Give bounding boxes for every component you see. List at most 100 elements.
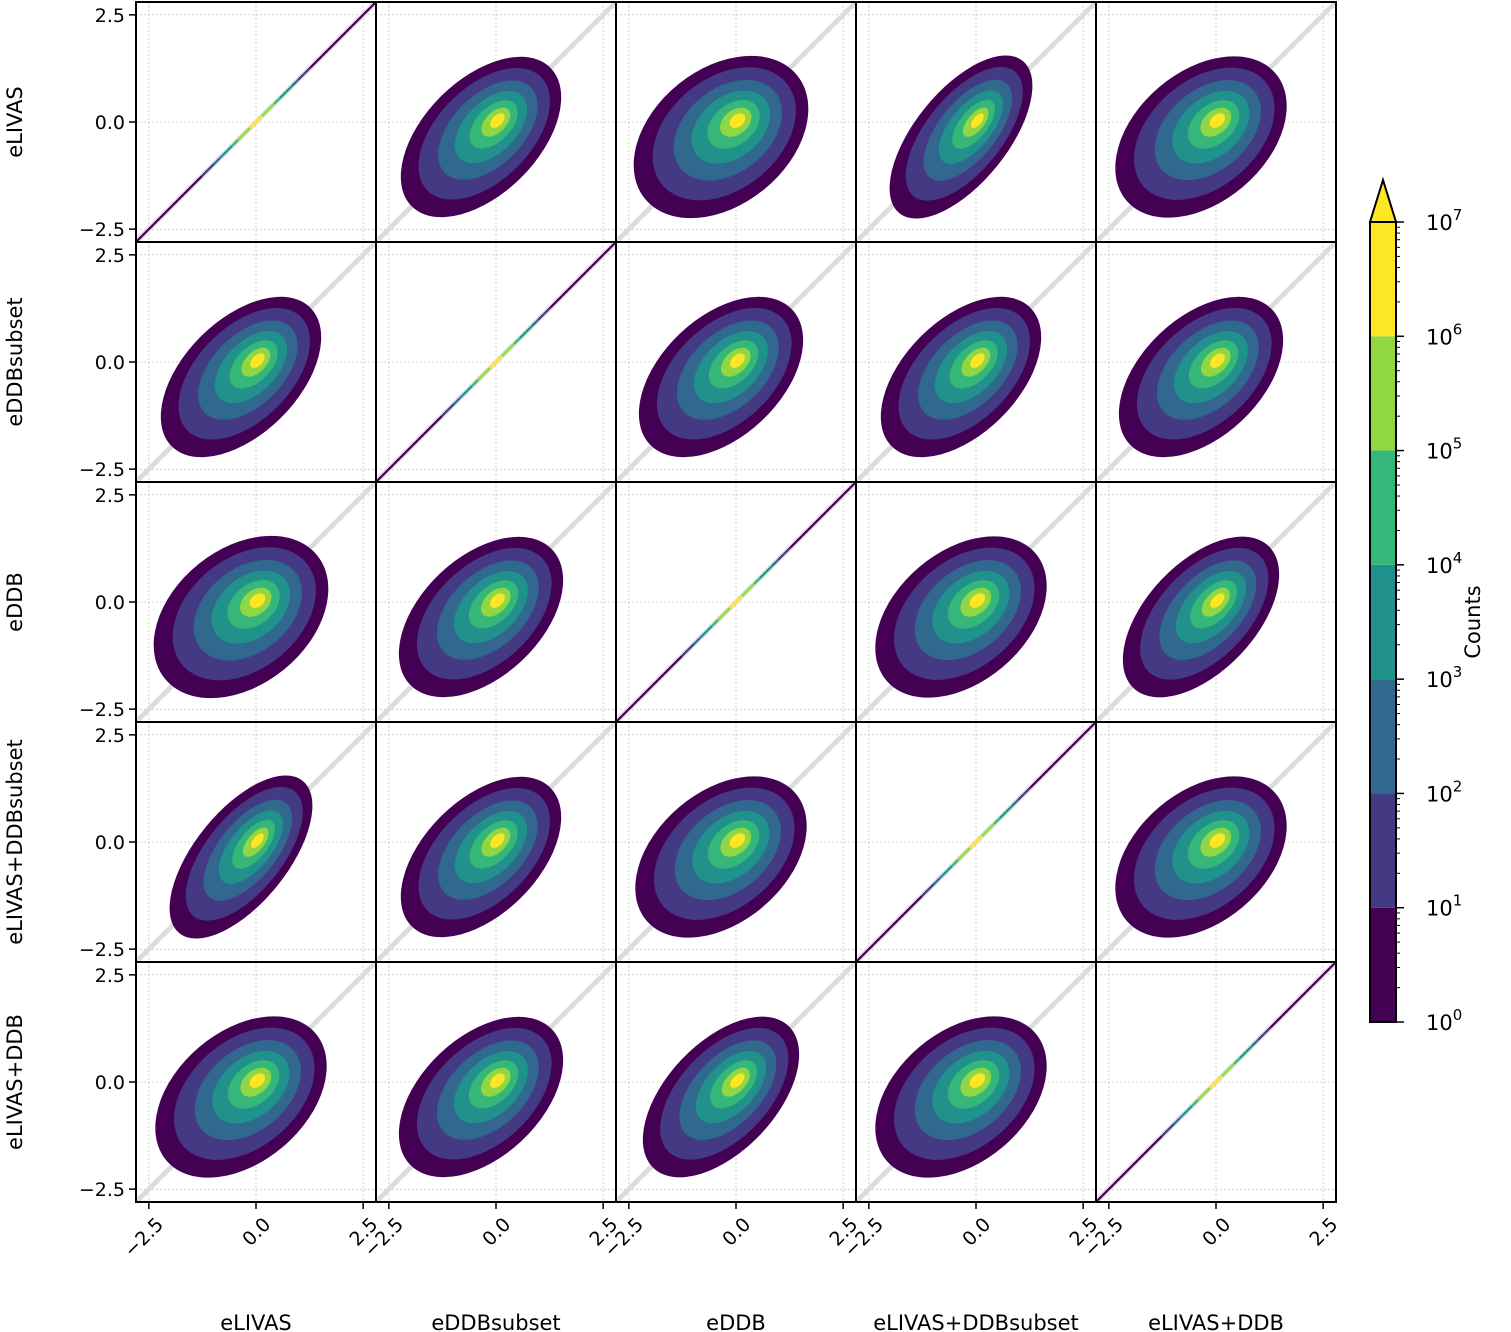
diagonal-density-segment — [801, 529, 809, 537]
panel-4-0 — [135, 961, 377, 1203]
panel-4-1 — [375, 961, 617, 1203]
diagonal-density-segment — [1203, 1087, 1211, 1095]
colorbar-tick-label: 105 — [1426, 435, 1462, 464]
colorbar-tick-label: 104 — [1426, 549, 1462, 578]
colorbar-extend-arrow — [1368, 176, 1398, 223]
density-level-6 — [250, 353, 265, 368]
panel-1-4 — [1095, 241, 1337, 483]
y-tick-label: −2.5 — [79, 1179, 125, 1201]
diagonal-density-segment — [171, 199, 179, 207]
diagonal-density-segment — [957, 853, 965, 861]
diagonal-density-segment — [933, 877, 941, 885]
diagonal-density-segment — [1005, 805, 1013, 813]
panel-4-2 — [615, 961, 857, 1203]
colorbar-segment — [1370, 793, 1396, 908]
diagonal-density-segment — [1293, 997, 1301, 1005]
diagonal-density-segment — [771, 559, 779, 567]
y-tick-label: −2.5 — [79, 459, 125, 481]
panel-1-3 — [855, 241, 1097, 483]
row-label-0: eLIVAS — [3, 86, 27, 158]
diagonal-density-segment — [873, 937, 881, 945]
diagonal-density-segment — [447, 403, 455, 411]
diagonal-density-segment — [231, 139, 239, 147]
diagonal-density-segment — [1311, 979, 1319, 987]
diagonal-density-segment — [975, 835, 983, 843]
diagonal-density-segment — [495, 355, 503, 363]
column-label-3: eLIVAS+DDBsubset — [873, 1311, 1079, 1332]
diagonal-density-segment — [1029, 781, 1037, 789]
diagonal-density-segment — [741, 589, 749, 597]
diagonal-density-segment — [693, 637, 701, 645]
diagonal-density-segment — [981, 829, 989, 837]
diagonal-density-segment — [1239, 1051, 1247, 1059]
density-level-6 — [729, 353, 745, 368]
diagonal-density-segment — [717, 613, 725, 621]
diagonal-density-segment — [675, 655, 683, 663]
density-level-6 — [1210, 593, 1225, 608]
diagonal-density-segment — [351, 19, 359, 27]
density-level-6 — [249, 1073, 266, 1088]
diagonal-density-segment — [315, 55, 323, 63]
diagonal-density-segment — [249, 121, 257, 129]
diagonal-density-segment — [531, 319, 539, 327]
diagonal-density-segment — [1173, 1117, 1181, 1125]
diagonal-density-segment — [1263, 1027, 1271, 1035]
y-tick-label: 2.5 — [95, 5, 125, 27]
diagonal-density-segment — [417, 433, 425, 441]
diagonal-density-segment — [837, 493, 845, 501]
diagonal-density-segment — [627, 703, 635, 711]
diagonal-density-segment — [999, 811, 1007, 819]
diagonal-density-segment — [297, 73, 305, 81]
diagonal-density-segment — [1125, 1165, 1133, 1173]
column-label-2: eDDB — [706, 1311, 766, 1332]
y-tick-label: 2.5 — [95, 245, 125, 267]
diagonal-density-segment — [1179, 1111, 1187, 1119]
density-level-6 — [250, 833, 264, 848]
row-label-4: eLIVAS+DDB — [3, 1014, 27, 1150]
diagonal-density-segment — [549, 301, 557, 309]
panel-2-2 — [615, 481, 857, 723]
diagonal-density-segment — [639, 691, 647, 699]
diagonal-density-segment — [393, 457, 401, 465]
panel-3-0 — [135, 721, 377, 963]
diagonal-density-segment — [1281, 1009, 1289, 1017]
diagonal-density-segment — [1227, 1063, 1235, 1071]
y-tick-label: 0.0 — [95, 832, 125, 854]
colorbar-tick-label: 100 — [1426, 1006, 1462, 1035]
density-level-6 — [1209, 113, 1226, 128]
diagonal-density-segment — [1287, 1003, 1295, 1011]
diagonal-density-segment — [1305, 985, 1313, 993]
panel-3-3 — [855, 721, 1097, 963]
diagonal-density-segment — [399, 451, 407, 459]
density-level-6 — [490, 113, 505, 128]
diagonal-density-segment — [645, 685, 653, 693]
diagonal-density-segment — [411, 439, 419, 447]
diagonal-density-segment — [207, 163, 215, 171]
diagonal-density-segment — [777, 553, 785, 561]
diagonal-density-segment — [1209, 1081, 1217, 1089]
x-tick-label: 0.0 — [958, 1214, 995, 1251]
diagonal-density-segment — [705, 625, 713, 633]
panel-1-2 — [615, 241, 857, 483]
diagonal-density-segment — [387, 463, 395, 471]
diagonal-density-segment — [729, 601, 737, 609]
diagonal-density-segment — [909, 901, 917, 909]
diagonal-density-segment — [555, 295, 563, 303]
colorbar: 100 101 102 103 104 105 106 107 Counts — [1368, 176, 1485, 1035]
diagonal-density-segment — [1071, 739, 1079, 747]
diagonal-density-segment — [759, 571, 767, 579]
panel-4-3 — [855, 961, 1097, 1203]
diagonal-density-segment — [723, 607, 731, 615]
diagonal-density-segment — [1143, 1147, 1151, 1155]
diagonal-density-segment — [483, 367, 491, 375]
diagonal-density-segment — [471, 379, 479, 387]
density-level-6 — [969, 593, 986, 608]
diagonal-density-segment — [1065, 745, 1073, 753]
colorbar-label: Counts — [1461, 585, 1485, 658]
x-tick-label: 0.0 — [718, 1214, 755, 1251]
diagonal-density-segment — [831, 499, 839, 507]
diagonal-density-segment — [333, 37, 341, 45]
diagonal-density-segment — [225, 145, 233, 153]
diagonal-density-segment — [657, 673, 665, 681]
diagonal-density-segment — [747, 583, 755, 591]
